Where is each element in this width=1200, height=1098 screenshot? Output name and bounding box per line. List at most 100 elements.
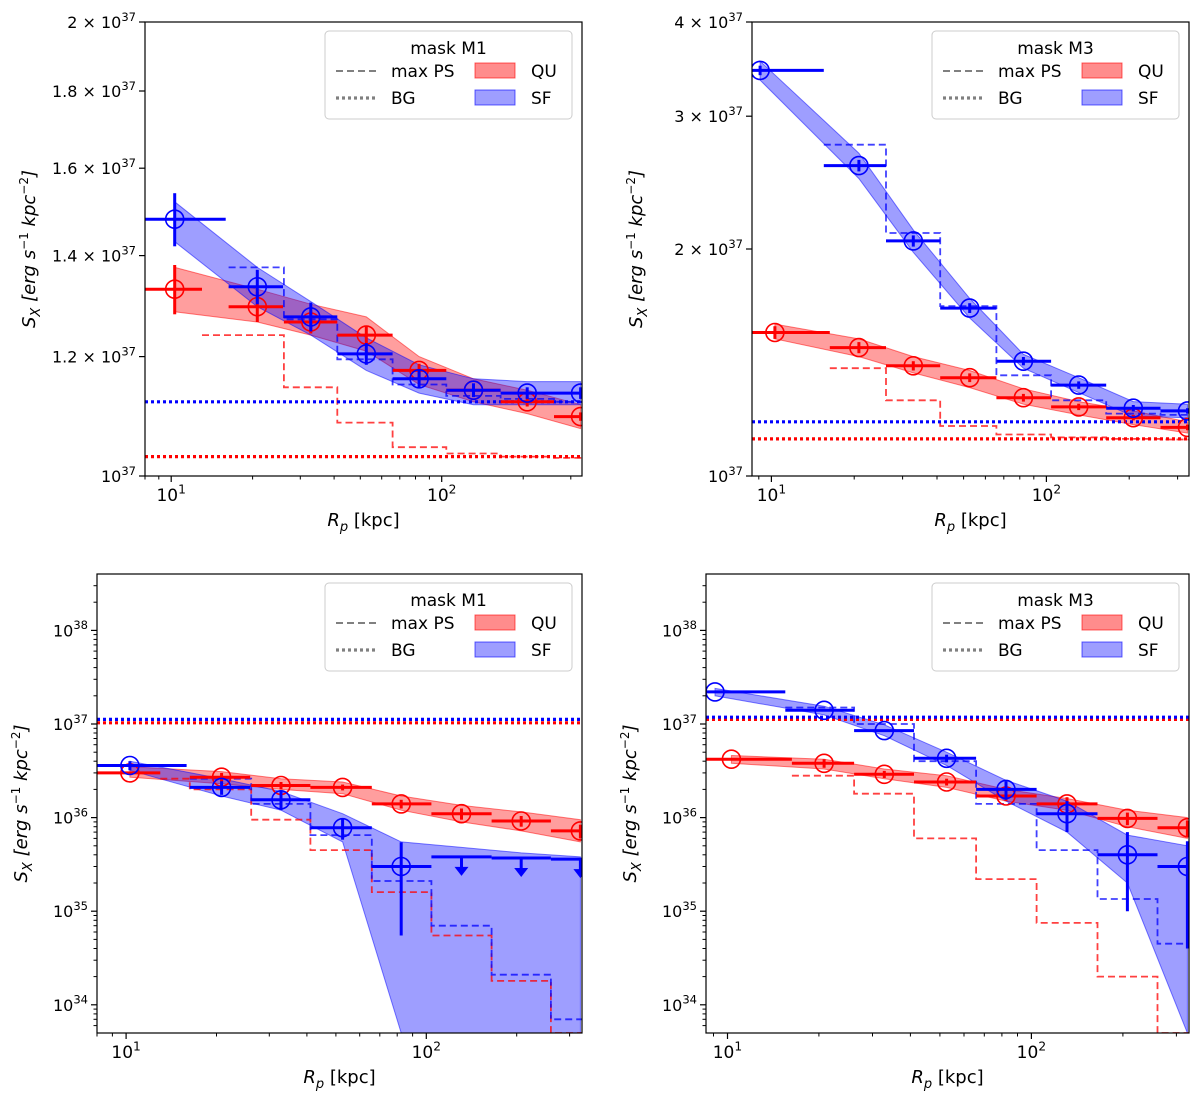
band-sf — [129, 760, 581, 1033]
y-tick-label: 1038 — [53, 618, 88, 640]
data-marker — [959, 298, 980, 318]
x-axis: 101 102 — [713, 1033, 1177, 1063]
y-tick-label: 1035 — [662, 899, 697, 921]
data-point-sf — [189, 777, 251, 798]
data-marker — [1177, 856, 1189, 877]
legend-label-qu: QU — [531, 62, 557, 82]
data-marker — [814, 700, 834, 721]
data-point-sf — [1157, 841, 1189, 949]
legend-label-sf: SF — [1138, 641, 1159, 661]
y-tick-label: 1036 — [662, 805, 697, 827]
legend-title: mask M1 — [410, 591, 487, 611]
legend-label-sf: SF — [531, 89, 552, 109]
data-point-sf — [1106, 398, 1161, 419]
data-point-qu — [1051, 397, 1107, 417]
data-marker — [752, 60, 770, 81]
data-marker — [874, 764, 895, 785]
data-point-sf — [752, 60, 824, 81]
data-marker — [1068, 397, 1089, 417]
chart-panel-top-left: 101 102 1037 1.2 × 1037 1.4 × 1037 1.6 × 1037… — [17, 10, 583, 535]
data-marker — [903, 231, 924, 251]
y-tick-label: 1037 — [101, 464, 136, 486]
axes-frame — [144, 21, 583, 477]
data-point-qu — [914, 772, 977, 792]
upper-limit-arrowhead — [454, 866, 469, 876]
plot-area — [97, 717, 582, 1033]
legend-swatch-sf — [1081, 89, 1123, 106]
data-point-qu — [431, 803, 492, 824]
data-point-sf — [97, 755, 187, 776]
data-marker — [247, 276, 268, 297]
y-tick-label: 1035 — [53, 899, 88, 921]
data-marker — [1117, 844, 1138, 865]
data-marker — [570, 383, 582, 403]
upper-limit-arrowhead — [514, 868, 529, 877]
data-marker — [959, 367, 980, 388]
legend-title: mask M1 — [410, 39, 487, 59]
x-axis: 101 102 — [96, 1033, 571, 1063]
legend-label-max-ps: max PS — [391, 62, 454, 82]
y-tick-label: 2 × 1037 — [67, 10, 136, 32]
upper-limit-arrowhead — [573, 869, 582, 879]
data-point-sf — [310, 817, 372, 840]
data-marker — [391, 794, 412, 814]
legend-label-qu: QU — [1138, 62, 1164, 82]
legend-swatch-sf — [1081, 641, 1123, 658]
legend-swatch-sf — [474, 641, 516, 658]
data-marker — [1057, 803, 1077, 824]
y-axis-label: SX [erg s−1 kpc−2] — [624, 170, 651, 328]
y-axis-label: SX [erg s−1 kpc−2] — [9, 725, 36, 883]
data-marker — [391, 856, 412, 877]
x-tick-label: 102 — [427, 482, 456, 506]
data-marker — [936, 772, 957, 792]
legend-label-bg: BG — [998, 89, 1023, 109]
data-marker — [463, 380, 484, 401]
data-marker — [874, 720, 895, 741]
y-tick-label: 1037 — [53, 712, 88, 734]
data-point-qu — [1097, 808, 1158, 829]
legend-label-max-ps: max PS — [998, 62, 1061, 82]
data-marker — [332, 777, 353, 798]
legend-swatch-qu — [1081, 62, 1123, 79]
data-marker — [164, 209, 185, 229]
data-point-sf — [228, 269, 283, 305]
x-axis-label: Rp [kpc] — [911, 1067, 983, 1092]
y-tick-label: 1034 — [53, 993, 88, 1015]
x-axis: 101 102 — [144, 476, 572, 506]
data-point-qu — [829, 337, 886, 358]
data-marker — [1177, 401, 1189, 421]
data-marker — [1177, 417, 1189, 438]
legend-label-qu: QU — [531, 614, 557, 634]
y-tick-label: 1.2 × 1037 — [52, 344, 136, 366]
legend-title: mask M3 — [1017, 39, 1094, 59]
data-marker — [849, 155, 869, 176]
data-marker — [936, 748, 957, 769]
data-point-qu — [310, 777, 372, 798]
data-point-sf — [886, 231, 941, 251]
y-tick-label: 3 × 1037 — [674, 104, 743, 126]
data-marker — [1117, 808, 1138, 829]
data-point-sf — [337, 343, 393, 365]
x-tick-label: 101 — [757, 482, 786, 506]
data-point-sf — [996, 351, 1052, 372]
data-marker — [996, 779, 1016, 800]
max-ps-line-sf — [823, 143, 1189, 416]
y-tick-label: 1038 — [662, 618, 697, 640]
plot-area — [706, 682, 1189, 1033]
chart-panel-top-right: 101 102 1037 2 × 1037 3 × 1037 4 × 1037 Rp [kp… — [624, 10, 1190, 535]
legend: mask M1 max PS BG QU SF — [324, 582, 573, 672]
max-ps-line-sf — [228, 266, 582, 403]
data-point-qu — [1160, 417, 1189, 438]
legend-box — [931, 582, 1180, 672]
data-point-sf — [392, 368, 447, 389]
data-point-qu — [554, 406, 582, 427]
data-marker — [814, 753, 834, 774]
data-marker — [164, 279, 185, 300]
data-point-qu — [491, 811, 551, 831]
data-point-qu — [791, 753, 855, 774]
data-marker — [1013, 351, 1034, 372]
x-tick-label: 102 — [1017, 1039, 1046, 1063]
legend: mask M3 max PS BG QU SF — [931, 30, 1180, 120]
data-point-sf — [914, 748, 977, 769]
x-axis: 101 102 — [757, 476, 1179, 506]
